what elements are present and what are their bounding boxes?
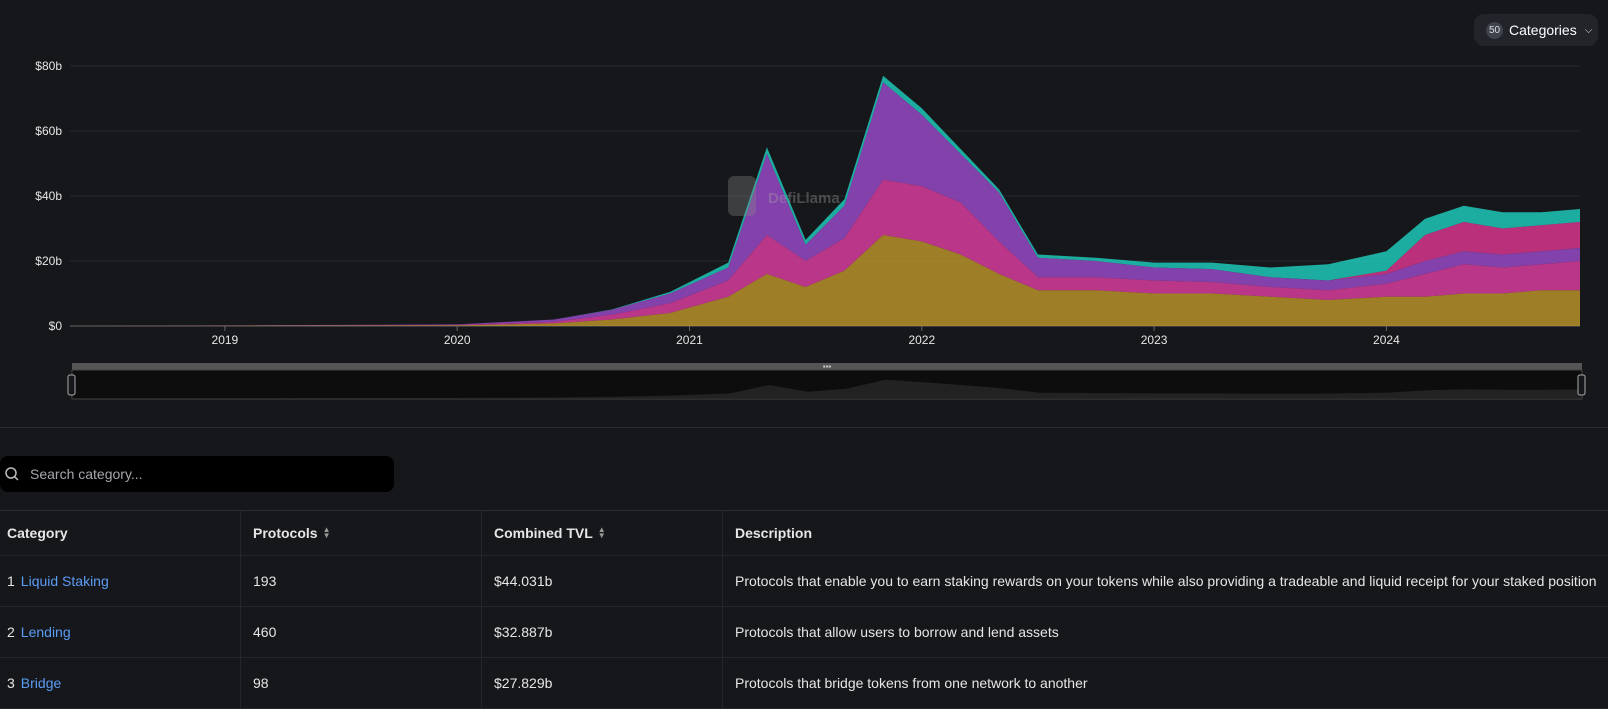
x-tick-label: 2023 bbox=[1141, 333, 1168, 347]
row-rank: 1 bbox=[7, 573, 15, 589]
series-area bbox=[70, 75, 1580, 326]
y-tick-label: $20b bbox=[35, 254, 62, 268]
x-tick-label: 2019 bbox=[212, 333, 239, 347]
drag-grip-icon[interactable]: ▪▪▪ bbox=[823, 362, 832, 371]
range-handle-left[interactable] bbox=[67, 374, 76, 396]
search-icon bbox=[5, 467, 19, 481]
header-category: Category bbox=[0, 511, 241, 555]
chevron-down-icon: ⌵ bbox=[1584, 24, 1593, 36]
category-link[interactable]: Bridge bbox=[20, 675, 62, 691]
row-rank: 2 bbox=[7, 624, 15, 640]
y-tick-label: $40b bbox=[35, 189, 62, 203]
series-area bbox=[70, 235, 1580, 326]
section-divider bbox=[0, 427, 1608, 428]
range-slider[interactable]: ▪▪▪ bbox=[67, 362, 1586, 400]
protocols-count: 193 bbox=[241, 556, 482, 606]
range-handle-right[interactable] bbox=[1577, 374, 1586, 396]
category-link[interactable]: Liquid Staking bbox=[20, 573, 109, 589]
series-area bbox=[70, 179, 1580, 326]
watermark: DefiLlama bbox=[728, 176, 840, 216]
search-bar[interactable] bbox=[0, 456, 394, 492]
categories-count-badge: 50 bbox=[1486, 21, 1503, 39]
y-tick-label: $0 bbox=[49, 319, 63, 333]
combined-tvl: $32.887b bbox=[482, 607, 723, 657]
combined-tvl: $27.829b bbox=[482, 658, 723, 708]
row-rank: 3 bbox=[7, 675, 15, 691]
header-protocols[interactable]: Protocols ▲ ▼ bbox=[241, 511, 482, 555]
header-description: Description bbox=[735, 525, 813, 541]
table-header-row: Category Protocols ▲ ▼ Combined TVL ▲ ▼ Desc… bbox=[0, 511, 1608, 556]
categories-table: Category Protocols ▲ ▼ Combined TVL ▲ ▼ Desc… bbox=[0, 510, 1608, 709]
sort-icon[interactable]: ▲ ▼ bbox=[597, 525, 606, 540]
category-description: Protocols that allow users to borrow and… bbox=[735, 624, 1059, 640]
x-tick-label: 2024 bbox=[1373, 333, 1400, 347]
combined-tvl: $44.031b bbox=[482, 556, 723, 606]
watermark-text: DefiLlama bbox=[768, 190, 840, 207]
x-tick-label: 2021 bbox=[676, 333, 703, 347]
x-tick-label: 2022 bbox=[908, 333, 935, 347]
llama-logo-icon bbox=[728, 176, 756, 216]
categories-label: Categories bbox=[1509, 22, 1577, 38]
y-tick-label: $60b bbox=[35, 124, 62, 138]
protocols-count: 460 bbox=[241, 607, 482, 657]
y-tick-label: $80b bbox=[35, 59, 62, 73]
header-combined-tvl[interactable]: Combined TVL ▲ ▼ bbox=[482, 511, 723, 555]
categories-dropdown-button[interactable]: 50 Categories ⌵ bbox=[1474, 14, 1598, 46]
category-link[interactable]: Lending bbox=[20, 624, 71, 640]
table-row: 2 Lending 460 $32.887b Protocols that all… bbox=[0, 607, 1608, 658]
search-input[interactable] bbox=[28, 465, 372, 483]
category-description: Protocols that enable you to earn stakin… bbox=[735, 573, 1597, 589]
x-tick-label: 2020 bbox=[444, 333, 471, 347]
protocols-count: 98 bbox=[241, 658, 482, 708]
category-description: Protocols that bridge tokens from one ne… bbox=[735, 675, 1088, 691]
tvl-area-chart: $0 $20b $40b $60b $80b 2019 2020 2021 2022 2023 2… bbox=[35, 59, 1586, 400]
table-row: 1 Liquid Staking 193 $44.031b Protocols t… bbox=[0, 556, 1608, 607]
range-slider-preview bbox=[72, 379, 1582, 398]
sort-icon[interactable]: ▲ ▼ bbox=[322, 525, 331, 540]
table-row: 3 Bridge 98 $27.829b Protocols that bridg… bbox=[0, 658, 1608, 709]
range-slider-track[interactable] bbox=[72, 363, 1582, 370]
